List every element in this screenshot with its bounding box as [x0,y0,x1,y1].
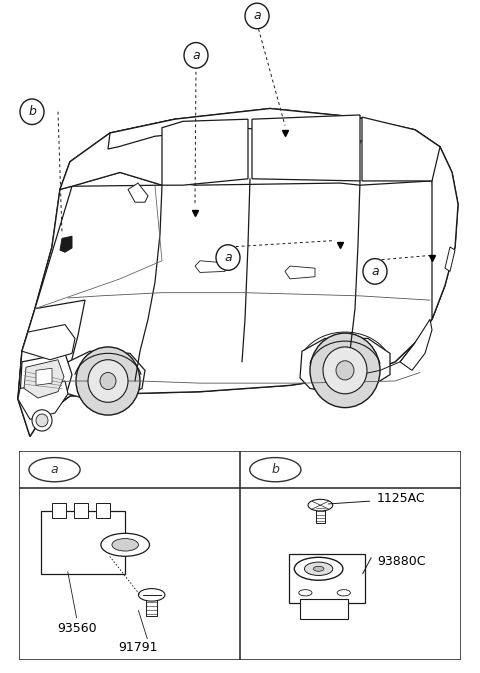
FancyBboxPatch shape [74,503,88,518]
Circle shape [310,333,380,408]
Text: 93880C: 93880C [377,555,425,568]
Circle shape [304,562,333,575]
Polygon shape [285,266,315,279]
Circle shape [100,372,116,390]
Circle shape [20,99,44,125]
FancyBboxPatch shape [52,503,66,518]
Polygon shape [128,183,148,202]
Polygon shape [400,319,432,370]
Circle shape [76,347,140,415]
Circle shape [245,3,269,29]
Circle shape [29,458,80,482]
FancyBboxPatch shape [289,554,365,603]
Polygon shape [18,108,458,436]
Circle shape [250,458,301,482]
Text: 1125AC: 1125AC [377,493,426,505]
FancyBboxPatch shape [41,511,125,574]
Circle shape [88,360,128,402]
Text: 93560: 93560 [57,622,96,635]
Circle shape [336,361,354,380]
FancyBboxPatch shape [96,503,110,518]
Polygon shape [36,368,52,385]
Circle shape [138,589,165,601]
Polygon shape [20,353,72,406]
Circle shape [112,538,138,551]
Circle shape [323,347,367,394]
Text: a: a [51,463,59,476]
Circle shape [363,258,387,284]
Text: a: a [253,9,261,22]
Polygon shape [18,381,68,419]
Circle shape [337,590,350,596]
Text: b: b [271,463,279,476]
Polygon shape [300,339,390,394]
FancyBboxPatch shape [146,594,157,616]
Text: a: a [371,265,379,278]
Text: b: b [28,105,36,118]
Polygon shape [60,236,72,252]
Polygon shape [62,351,145,400]
FancyBboxPatch shape [19,451,461,660]
Polygon shape [18,300,85,410]
Circle shape [184,42,208,68]
Polygon shape [35,172,162,309]
Text: 91791: 91791 [119,641,158,653]
Circle shape [36,414,48,427]
Circle shape [308,499,333,511]
Circle shape [299,590,312,596]
FancyBboxPatch shape [300,599,348,619]
Polygon shape [108,108,440,157]
Polygon shape [445,247,455,271]
Circle shape [101,533,149,557]
Polygon shape [162,119,248,185]
FancyBboxPatch shape [316,504,325,523]
Circle shape [313,566,324,571]
Polygon shape [18,119,445,436]
Polygon shape [252,115,360,181]
Polygon shape [432,147,458,319]
Circle shape [216,245,240,271]
Polygon shape [195,260,225,273]
Polygon shape [362,117,440,181]
Polygon shape [22,324,75,360]
Polygon shape [24,360,64,398]
Circle shape [32,410,52,431]
Polygon shape [60,119,183,189]
Circle shape [294,557,343,580]
Text: a: a [192,49,200,62]
Text: a: a [224,251,232,264]
